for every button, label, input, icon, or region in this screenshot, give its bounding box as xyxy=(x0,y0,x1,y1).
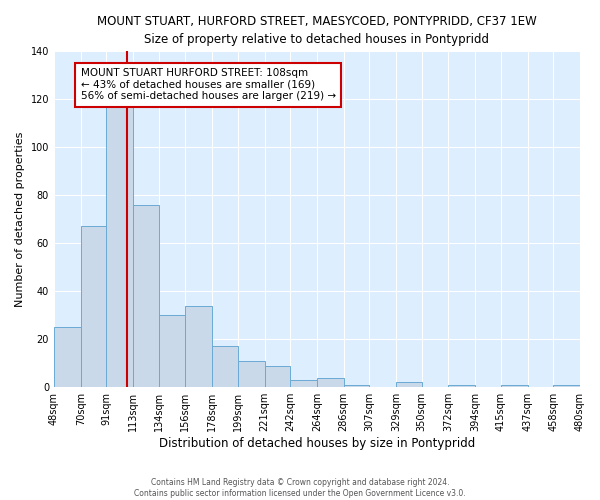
Text: MOUNT STUART HURFORD STREET: 108sqm
← 43% of detached houses are smaller (169)
5: MOUNT STUART HURFORD STREET: 108sqm ← 43… xyxy=(81,68,336,102)
Bar xyxy=(344,385,370,387)
Bar xyxy=(238,361,265,387)
Bar xyxy=(185,306,212,387)
X-axis label: Distribution of detached houses by size in Pontypridd: Distribution of detached houses by size … xyxy=(159,437,475,450)
Title: MOUNT STUART, HURFORD STREET, MAESYCOED, PONTYPRIDD, CF37 1EW
Size of property r: MOUNT STUART, HURFORD STREET, MAESYCOED,… xyxy=(97,15,537,46)
Bar xyxy=(317,378,344,387)
Bar xyxy=(133,205,158,387)
Y-axis label: Number of detached properties: Number of detached properties xyxy=(15,132,25,307)
Bar xyxy=(396,382,422,387)
Bar xyxy=(106,104,133,387)
Bar xyxy=(448,385,475,387)
Bar xyxy=(501,385,527,387)
Bar xyxy=(290,380,317,387)
Bar xyxy=(81,226,106,387)
Bar xyxy=(54,327,81,387)
Bar xyxy=(212,346,238,387)
Text: Contains HM Land Registry data © Crown copyright and database right 2024.
Contai: Contains HM Land Registry data © Crown c… xyxy=(134,478,466,498)
Bar xyxy=(553,385,580,387)
Bar xyxy=(158,315,185,387)
Bar xyxy=(265,366,290,387)
